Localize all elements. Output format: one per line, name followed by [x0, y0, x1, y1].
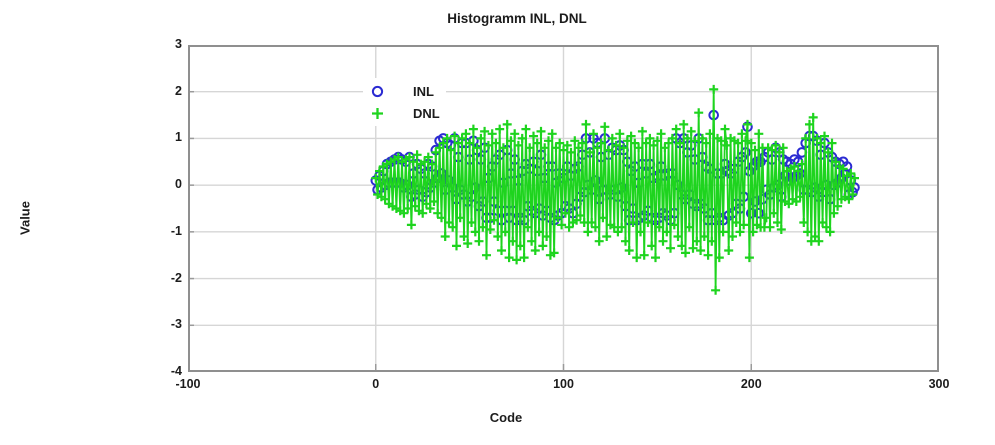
x-axis-label: Code — [489, 410, 523, 425]
chart-title: Histogramm INL, DNL — [447, 11, 587, 26]
y-tick-label: 1 — [175, 130, 182, 145]
y-tick-label: 0 — [175, 177, 182, 192]
x-tick-label: 200 — [740, 377, 762, 391]
legend-label-inl: INL — [413, 83, 434, 99]
y-tick-label: -3 — [170, 317, 182, 332]
dnl-line — [374, 89, 856, 291]
y-tick-label: -4 — [170, 364, 182, 378]
legend-item-dnl: DNL — [369, 102, 440, 124]
plot-area — [188, 45, 939, 372]
x-tick-label: 300 — [928, 377, 950, 391]
y-tick-label: -1 — [170, 223, 182, 238]
dnl-plus-icon — [372, 107, 383, 119]
x-tick-label: 100 — [553, 377, 574, 391]
x-tick-label: 0 — [372, 377, 380, 391]
y-tick-label: 2 — [175, 83, 182, 98]
legend-label-dnl: DNL — [413, 105, 440, 121]
legend-item-inl: INL — [369, 80, 440, 102]
y-tick-label: 3 — [175, 37, 182, 51]
plot-border — [188, 45, 939, 372]
dnl-markers — [371, 84, 859, 295]
inl-circle-icon — [371, 85, 384, 97]
y-tick-label: -2 — [170, 270, 182, 285]
x-tick-label: -100 — [175, 377, 201, 391]
y-axis-label: Value — [17, 201, 33, 235]
legend: INL DNL — [363, 78, 446, 126]
